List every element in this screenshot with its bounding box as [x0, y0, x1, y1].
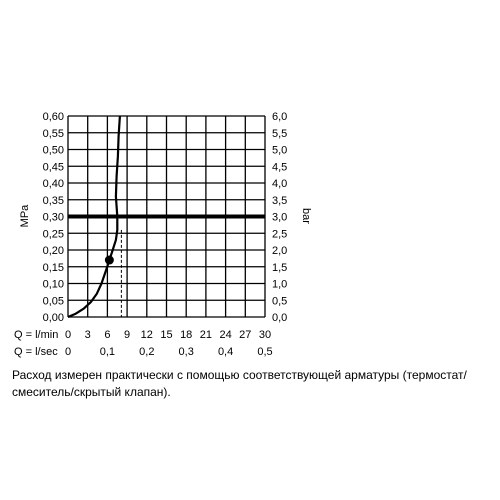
y-right-tick-label: 4,0: [272, 178, 287, 190]
y-right-tick-label: 0,5: [272, 295, 287, 307]
y-left-tick-labels: 0,00 0,05 0,10 0,15 0,20 0,25 0,30 0,35 0,40 0,45…: [43, 111, 64, 324]
y-left-tick-label: 0,15: [43, 262, 64, 274]
y-right-tick-label: 6,0: [272, 111, 287, 123]
x-lps-tick-label: 0,1: [100, 346, 115, 358]
series-layer: [67, 115, 122, 319]
operating-point-marker: [104, 255, 114, 265]
y-right-tick-label: 1,0: [272, 279, 287, 291]
y-right-tick-label: 2,5: [272, 228, 287, 240]
y-right-tick-label: 2,0: [272, 245, 287, 257]
x-lpm-tick-label: 6: [104, 329, 110, 341]
x-lpm-tick-label: 0: [65, 329, 71, 341]
y-left-tick-label: 0,30: [43, 212, 64, 224]
y-left-tick-label: 0,55: [43, 128, 64, 140]
y-left-tick-label: 0,20: [43, 245, 64, 257]
y-left-tick-label: 0,00: [43, 312, 64, 324]
x-lps-tick-labels: 0 0,1 0,2 0,3 0,4 0,5: [65, 346, 273, 358]
y-right-tick-label: 5,0: [272, 145, 287, 157]
x-lps-tick-label: 0,3: [179, 346, 194, 358]
y-right-tick-label: 3,0: [272, 212, 287, 224]
y-left-tick-label: 0,50: [43, 145, 64, 157]
measurement-caption: Расход измерен практически с помощью соо…: [12, 368, 467, 399]
y-right-tick-label: 3,5: [272, 195, 287, 207]
x-axis-lpm-label: Q = l/min: [14, 329, 58, 341]
y-left-tick-label: 0,40: [43, 178, 64, 190]
x-lps-tick-label: 0,2: [139, 346, 154, 358]
x-lpm-tick-labels: 0 3 6 9 12 15 18 21 24 27 30: [65, 329, 271, 341]
x-lpm-tick-label: 27: [239, 329, 251, 341]
y-left-tick-label: 0,45: [43, 161, 64, 173]
x-lpm-tick-label: 18: [180, 329, 192, 341]
y-right-tick-label: 4,5: [272, 161, 287, 173]
x-lps-tick-label: 0,5: [257, 346, 272, 358]
x-lpm-tick-label: 24: [219, 329, 231, 341]
y-right-tick-label: 0,0: [272, 312, 287, 324]
x-lpm-tick-label: 3: [85, 329, 91, 341]
x-lpm-tick-label: 9: [124, 329, 130, 341]
x-lpm-tick-label: 15: [160, 329, 172, 341]
x-lps-tick-label: 0,4: [218, 346, 233, 358]
y-left-tick-label: 0,25: [43, 228, 64, 240]
x-lpm-tick-label: 30: [259, 329, 271, 341]
y-right-tick-label: 5,5: [272, 128, 287, 140]
y-axis-right-label: bar: [300, 208, 312, 224]
x-lpm-tick-label: 12: [141, 329, 153, 341]
pressure-flow-curve: [67, 115, 121, 319]
y-left-tick-label: 0,05: [43, 295, 64, 307]
x-lpm-tick-label: 21: [200, 329, 212, 341]
x-axis-lps-label: Q = l/sec: [14, 346, 58, 358]
y-left-tick-label: 0,35: [43, 195, 64, 207]
y-right-tick-label: 1,5: [272, 262, 287, 274]
y-axis-left-label: MPa: [19, 204, 31, 228]
y-right-tick-labels: 0,0 0,5 1,0 1,5 2,0 2,5 3,0 3,5 4,0 4,5 5,0 5,5 6,0: [272, 111, 287, 324]
y-left-tick-label: 0,60: [43, 111, 64, 123]
x-lps-tick-label: 0: [65, 346, 71, 358]
y-left-tick-label: 0,10: [43, 279, 64, 291]
